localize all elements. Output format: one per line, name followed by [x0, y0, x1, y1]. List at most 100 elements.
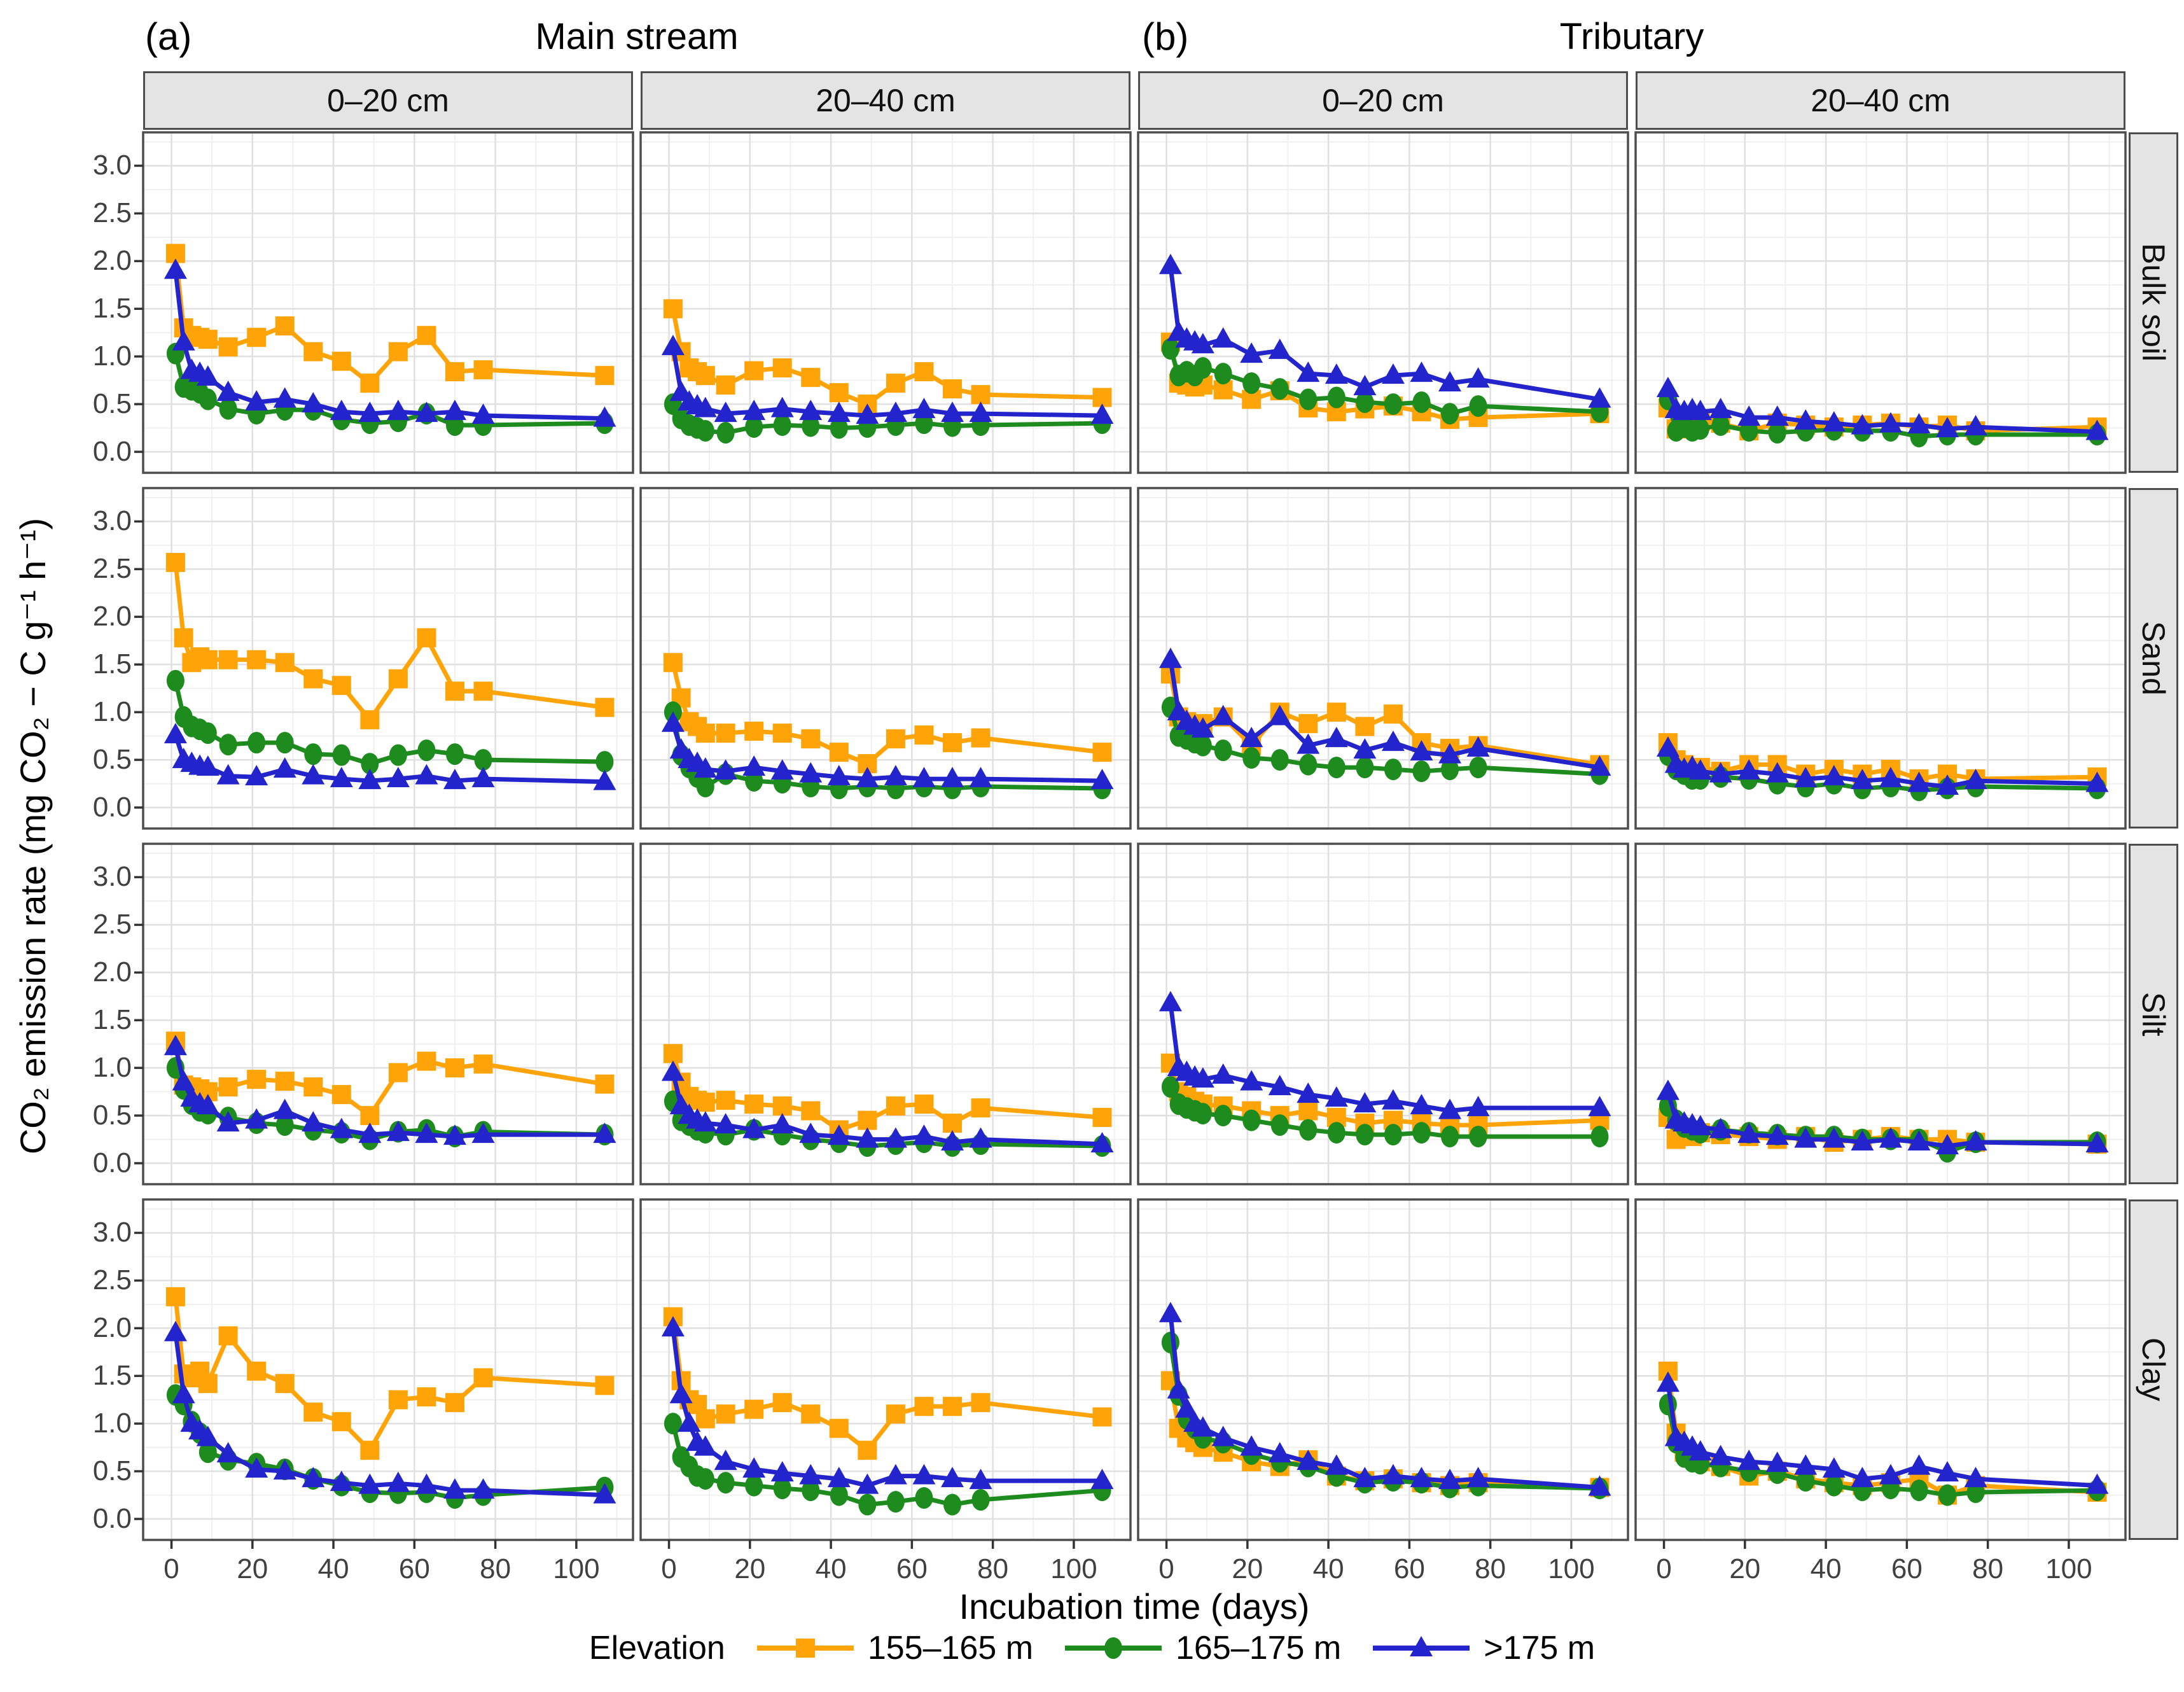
- y-tick-label: 3.0: [92, 505, 132, 537]
- panel-group-b-tag: (b): [1142, 15, 1189, 58]
- panel-bulk-soil-c1: [639, 131, 1132, 474]
- legend-title: Elevation: [588, 1630, 725, 1667]
- x-tick-label: 20: [1729, 1553, 1761, 1584]
- y-tick-label: 2.0: [92, 1312, 132, 1344]
- panel-group-b-title: Tributary: [1559, 16, 1704, 57]
- series-triangle: [1656, 1079, 2109, 1155]
- series-triangle: [661, 335, 1114, 424]
- panel-silt-c1: [639, 843, 1132, 1185]
- series-circle: [1161, 1076, 1609, 1148]
- panel-clay-c2: [1137, 1198, 1629, 1549]
- y-tick-label: 1.0: [92, 696, 132, 728]
- x-tick-label: 40: [815, 1553, 847, 1584]
- series-triangle: [1158, 1301, 1611, 1496]
- legend-label: >175 m: [1484, 1630, 1596, 1667]
- x-tick-label: 60: [1393, 1553, 1425, 1584]
- x-tick-label: 80: [480, 1553, 511, 1584]
- series-triangle: [1656, 736, 2109, 795]
- x-tick-label: 0: [1158, 1553, 1174, 1584]
- x-tick-label: 40: [1312, 1553, 1344, 1584]
- x-tick-label: 100: [2045, 1553, 2092, 1584]
- series-triangle: [163, 723, 616, 790]
- circle-marker-icon: [1065, 1637, 1162, 1659]
- y-axis-title: CO₂ emission rate (mg CO₂ − C g⁻¹ h⁻¹): [13, 517, 53, 1155]
- y-tick-label: 2.0: [92, 245, 132, 277]
- y-tick-label: 2.0: [92, 956, 132, 988]
- legend-entry: 165–175 m: [1062, 1629, 1341, 1667]
- series-circle: [166, 342, 614, 437]
- panel-sand-c1: [639, 487, 1132, 830]
- panel-bulk-soil-c0: [134, 131, 634, 474]
- series-triangle: [1158, 991, 1611, 1119]
- panel-bulk-soil-c2: [1137, 131, 1629, 474]
- y-tick-label: 0.0: [92, 436, 132, 468]
- square-marker-icon: [756, 1639, 854, 1658]
- series-square: [663, 1044, 1112, 1140]
- legend-label: 165–175 m: [1176, 1630, 1342, 1667]
- panel-silt-c3: [1634, 843, 2127, 1185]
- panel-silt-c2: [1137, 843, 1629, 1185]
- x-tick-label: 0: [1656, 1553, 1672, 1584]
- series-triangle: [163, 1035, 616, 1145]
- y-tick-label: 1.0: [92, 340, 132, 372]
- x-tick-label: 80: [1972, 1553, 2004, 1584]
- y-tick-label: 1.0: [92, 1408, 132, 1439]
- series-square: [165, 1287, 615, 1460]
- y-tick-label: 3.0: [92, 150, 132, 181]
- series-circle: [664, 1413, 1111, 1516]
- y-tick-label: 3.0: [92, 861, 132, 893]
- y-tick-label: 2.5: [92, 197, 132, 229]
- series-triangle: [661, 1060, 1114, 1153]
- x-tick-label: 20: [1232, 1553, 1263, 1584]
- series-triangle: [661, 1316, 1114, 1494]
- facet-strip-bulk-soil: Bulk soil: [2129, 132, 2178, 473]
- x-tick-label: 80: [1475, 1553, 1506, 1584]
- panel-clay-c1: [639, 1198, 1132, 1549]
- series-circle: [166, 669, 614, 775]
- panel-clay-c0: [134, 1198, 634, 1549]
- y-tick-label: 2.5: [92, 1264, 132, 1296]
- legend-entry: 155–165 m: [755, 1629, 1033, 1667]
- x-tick-label: 80: [977, 1553, 1009, 1584]
- facet-strip-trib-0-20: 0–20 cm: [1138, 71, 1628, 130]
- legend-entry: >175 m: [1370, 1629, 1595, 1667]
- y-tick-label: 0.5: [92, 388, 132, 420]
- facet-strip-trib-20-40: 20–40 cm: [1636, 71, 2125, 130]
- x-tick-label: 100: [553, 1553, 600, 1584]
- series-square: [663, 653, 1112, 774]
- panel-bulk-soil-c3: [1634, 131, 2127, 474]
- x-tick-label: 20: [734, 1553, 766, 1584]
- x-tick-label: 20: [237, 1553, 268, 1584]
- x-tick-label: 60: [896, 1553, 928, 1584]
- y-tick-label: 1.5: [92, 293, 132, 325]
- legend: Elevation 155–165 m 165–175 m >175 m: [0, 1629, 2184, 1667]
- facet-strip-main-0-20: 0–20 cm: [143, 71, 633, 130]
- x-tick-label: 60: [1891, 1553, 1923, 1584]
- y-tick-label: 0.5: [92, 744, 132, 776]
- y-tick-label: 0.0: [92, 1503, 132, 1535]
- series-triangle: [163, 258, 616, 427]
- panel-sand-c3: [1634, 487, 2127, 830]
- panel-silt-c0: [134, 843, 634, 1185]
- series-triangle: [163, 1320, 616, 1504]
- y-tick-label: 2.0: [92, 601, 132, 633]
- series-triangle: [661, 711, 1114, 790]
- series-triangle: [1656, 1371, 2109, 1494]
- x-axis-title: Incubation time (days): [959, 1586, 1310, 1626]
- x-tick-label: 100: [1050, 1553, 1097, 1584]
- panel-group-a-title: Main stream: [535, 16, 739, 57]
- y-tick-label: 1.5: [92, 1004, 132, 1036]
- y-tick-label: 2.5: [92, 553, 132, 585]
- series-triangle: [1158, 253, 1611, 408]
- facet-strip-clay: Clay: [2129, 1199, 2178, 1540]
- x-tick-label: 0: [163, 1553, 179, 1584]
- x-tick-label: 60: [398, 1553, 430, 1584]
- y-tick-label: 2.5: [92, 909, 132, 940]
- panel-sand-c2: [1137, 487, 1629, 830]
- y-tick-label: 0.0: [92, 1147, 132, 1179]
- y-tick-label: 0.0: [92, 792, 132, 823]
- y-tick-label: 1.5: [92, 648, 132, 680]
- series-triangle: [1656, 377, 2109, 440]
- y-tick-label: 3.0: [92, 1217, 132, 1248]
